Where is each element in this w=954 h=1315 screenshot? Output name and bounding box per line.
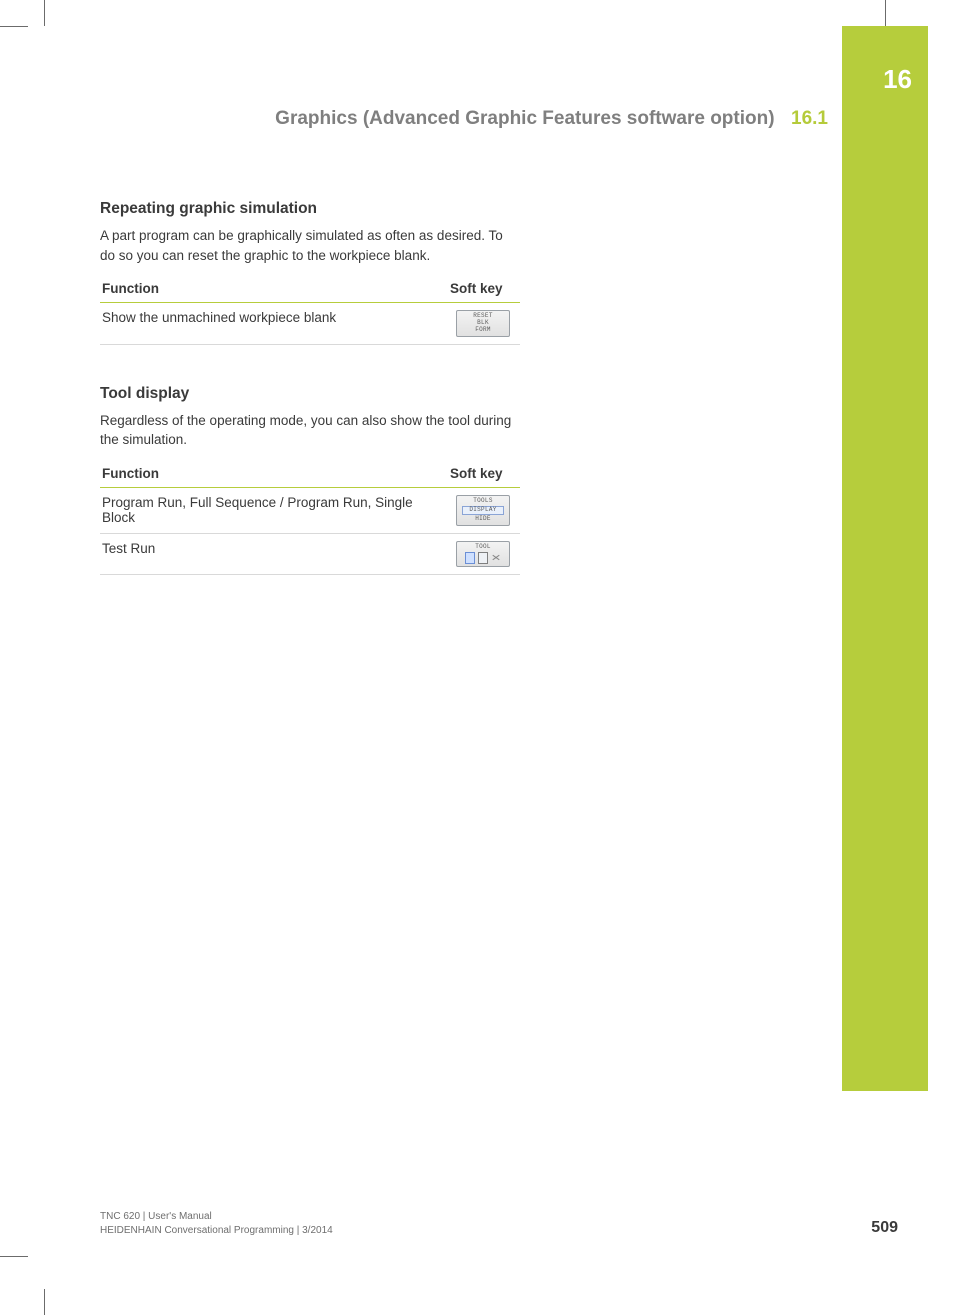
crop-mark [44,1289,45,1315]
table-cell-function: Program Run, Full Sequence / Program Run… [100,487,448,533]
crop-mark [44,0,45,26]
chapter-number: 16 [883,64,912,95]
softkey-line: TOOL [459,544,507,551]
table-cell-function: Test Run [100,533,448,575]
softkey-line: FORM [459,327,507,334]
table-row: Show the unmachined workpiece blank RESE… [100,303,520,345]
tool-icon [465,552,475,564]
page-number: 509 [871,1219,898,1237]
table-header-function: Function [100,275,448,303]
softkey-icon-row [459,552,507,564]
tool-icon [478,552,488,564]
content-column: Repeating graphic simulation A part prog… [100,200,520,615]
header-section-number: 16.1 [791,108,828,129]
section-heading: Tool display [100,385,520,403]
table-row: Test Run TOOL [100,533,520,575]
footer-left: TNC 620 | User's Manual HEIDENHAIN Conve… [100,1210,333,1237]
table-cell-function: Show the unmachined workpiece blank [100,303,448,345]
chapter-tab: 16 [842,26,928,1091]
tool-icon [491,552,501,564]
crop-mark [0,26,28,27]
table-row: Program Run, Full Sequence / Program Run… [100,487,520,533]
page-header: Graphics (Advanced Graphic Features soft… [100,108,828,130]
table-cell-softkey: RESET BLK FORM [448,303,520,345]
header-title: Graphics (Advanced Graphic Features soft… [275,108,774,129]
softkey-line: TOOLS [459,498,507,505]
table-header-softkey: Soft key [448,275,520,303]
footer-line-1: TNC 620 | User's Manual [100,1210,333,1224]
table-header-softkey: Soft key [448,460,520,488]
table-cell-softkey: TOOL [448,533,520,575]
crop-mark [0,1256,28,1257]
softkey-reset-blk-form: RESET BLK FORM [456,310,510,337]
page: 16 Graphics (Advanced Graphic Features s… [0,0,954,1315]
crop-mark [885,0,886,26]
footer-line-2: HEIDENHAIN Conversational Programming | … [100,1224,333,1238]
softkey-tool: TOOL [456,541,510,568]
section-heading: Repeating graphic simulation [100,200,520,218]
softkey-line: DISPLAY [462,506,504,515]
function-softkey-table: Function Soft key Show the unmachined wo… [100,275,520,345]
table-cell-softkey: TOOLS DISPLAY HIDE [448,487,520,533]
softkey-tools-display-hide: TOOLS DISPLAY HIDE [456,495,510,526]
body-text: A part program can be graphically simula… [100,226,520,265]
softkey-line: HIDE [459,516,507,523]
table-header-function: Function [100,460,448,488]
function-softkey-table: Function Soft key Program Run, Full Sequ… [100,460,520,576]
body-text: Regardless of the operating mode, you ca… [100,411,520,450]
page-footer: TNC 620 | User's Manual HEIDENHAIN Conve… [100,1210,898,1237]
